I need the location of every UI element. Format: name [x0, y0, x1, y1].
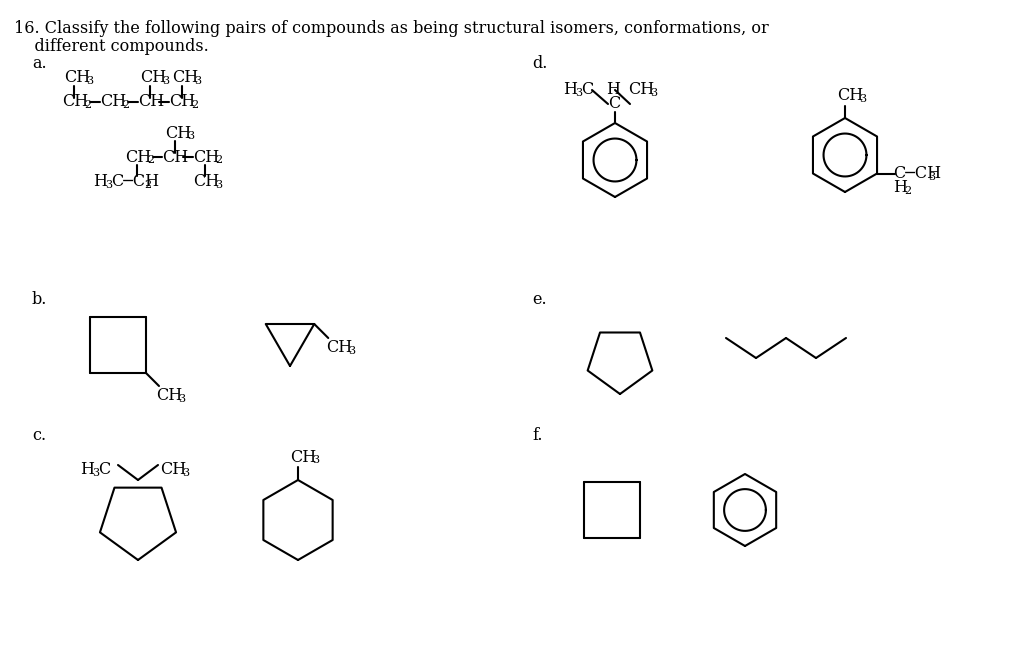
Text: d.: d.	[532, 54, 548, 72]
Text: CH: CH	[156, 387, 182, 405]
Text: H: H	[93, 173, 106, 191]
Text: CH: CH	[125, 149, 152, 165]
Text: 3: 3	[928, 171, 935, 181]
Text: CH: CH	[290, 448, 316, 466]
Text: 3: 3	[650, 88, 657, 98]
Text: H: H	[563, 82, 577, 98]
Text: CH: CH	[62, 94, 88, 110]
Text: CH: CH	[138, 94, 164, 110]
Text: 2: 2	[215, 155, 222, 165]
Text: 3: 3	[348, 346, 355, 356]
Text: CH: CH	[160, 462, 186, 478]
Text: 2: 2	[144, 180, 152, 190]
Text: H: H	[606, 82, 620, 98]
Text: 3: 3	[178, 394, 185, 404]
Text: 3: 3	[92, 468, 99, 478]
Text: 2: 2	[122, 100, 129, 110]
Text: C─CH: C─CH	[111, 173, 159, 191]
Text: 3: 3	[187, 131, 195, 141]
Text: 16. Classify the following pairs of compounds as being structural isomers, confo: 16. Classify the following pairs of comp…	[14, 20, 769, 37]
Text: CH: CH	[140, 70, 166, 86]
Text: 3: 3	[162, 76, 169, 86]
Text: 3: 3	[105, 180, 112, 190]
Text: CH: CH	[837, 88, 863, 104]
Text: CH: CH	[628, 82, 654, 98]
Text: C: C	[608, 96, 621, 112]
Text: CH: CH	[172, 70, 199, 86]
Text: CH: CH	[100, 94, 126, 110]
Text: different compounds.: different compounds.	[14, 38, 209, 55]
Text: CH: CH	[162, 149, 188, 165]
Text: C: C	[98, 462, 111, 478]
Text: CH: CH	[169, 94, 196, 110]
Text: 3: 3	[575, 88, 582, 98]
Text: 2: 2	[191, 100, 198, 110]
Text: 3: 3	[182, 468, 189, 478]
Text: b.: b.	[32, 292, 47, 308]
Text: 3: 3	[86, 76, 93, 86]
Text: f.: f.	[532, 427, 543, 444]
Text: a.: a.	[32, 54, 47, 72]
Text: C─CH: C─CH	[893, 165, 941, 182]
Text: e.: e.	[532, 292, 547, 308]
Text: 2: 2	[147, 155, 155, 165]
Text: 3: 3	[312, 455, 319, 465]
Text: CH: CH	[63, 70, 90, 86]
Text: CH: CH	[193, 149, 219, 165]
Text: 3: 3	[215, 180, 222, 190]
Text: 2: 2	[904, 185, 911, 195]
Text: CH: CH	[193, 173, 219, 191]
Text: CH: CH	[165, 124, 191, 142]
Text: 3: 3	[859, 94, 866, 104]
Text: c.: c.	[32, 427, 46, 444]
Text: 2: 2	[84, 100, 91, 110]
Text: CH: CH	[327, 339, 352, 357]
Text: H: H	[893, 179, 907, 196]
Text: C: C	[581, 82, 593, 98]
Text: H: H	[80, 462, 94, 478]
Text: 3: 3	[194, 76, 201, 86]
